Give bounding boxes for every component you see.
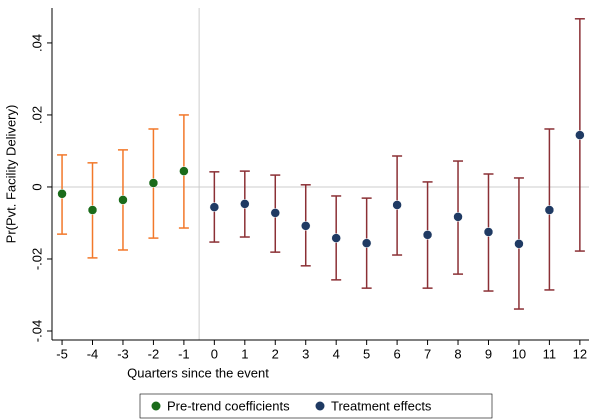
point xyxy=(453,212,463,222)
x-tick-label: 12 xyxy=(573,346,587,361)
point xyxy=(300,221,311,231)
point xyxy=(361,238,372,248)
x-tick-label: -4 xyxy=(87,346,99,361)
y-axis-title: Pr(Pvt. Facility Delivery) xyxy=(3,105,18,244)
legend-marker xyxy=(151,401,161,411)
point xyxy=(240,199,250,209)
y-tick-label: .04 xyxy=(29,34,44,52)
point xyxy=(179,166,189,176)
point xyxy=(209,202,220,212)
x-tick-label: 5 xyxy=(363,346,370,361)
point xyxy=(87,205,98,215)
x-tick-label: 10 xyxy=(512,346,526,361)
x-tick-label: 7 xyxy=(424,346,431,361)
x-tick-label: 11 xyxy=(543,346,557,361)
y-tick-label: -.04 xyxy=(29,320,44,342)
point xyxy=(118,195,128,205)
x-tick-label: 8 xyxy=(454,346,461,361)
point xyxy=(57,189,67,199)
legend-label: Treatment effects xyxy=(331,398,432,413)
x-tick-label: 4 xyxy=(333,346,340,361)
x-tick-label: -5 xyxy=(56,346,68,361)
legend-marker xyxy=(315,401,325,411)
point xyxy=(544,205,555,215)
point xyxy=(331,233,341,243)
y-tick-label: -.02 xyxy=(29,248,44,270)
x-tick-label: -2 xyxy=(148,346,160,361)
point xyxy=(483,227,494,237)
point xyxy=(148,178,159,188)
x-tick-label: 3 xyxy=(302,346,309,361)
point xyxy=(575,130,585,140)
x-tick-label: 2 xyxy=(272,346,279,361)
point xyxy=(422,230,433,240)
point xyxy=(392,200,402,210)
x-tick-label: -3 xyxy=(117,346,129,361)
x-tick-label: 6 xyxy=(393,346,400,361)
x-tick-label: 1 xyxy=(241,346,248,361)
y-tick-label: 0 xyxy=(29,183,44,190)
legend-label: Pre-trend coefficients xyxy=(167,398,290,413)
point xyxy=(514,239,524,249)
y-tick-label: .02 xyxy=(29,106,44,124)
point xyxy=(270,208,281,218)
x-tick-label: -1 xyxy=(178,346,190,361)
x-tick-label: 9 xyxy=(485,346,492,361)
x-axis-title: Quarters since the event xyxy=(127,365,269,380)
x-tick-label: 0 xyxy=(211,346,218,361)
